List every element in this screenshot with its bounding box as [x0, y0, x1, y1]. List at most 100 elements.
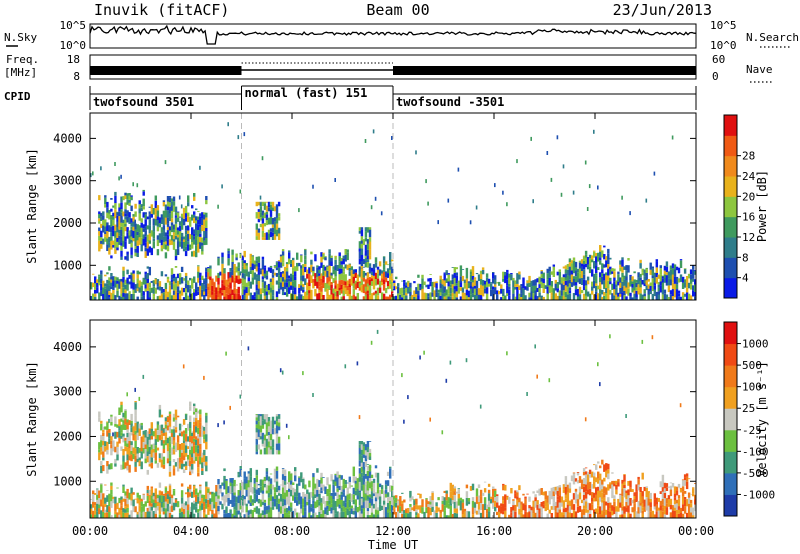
data-cell — [308, 499, 311, 506]
data-cell — [534, 497, 537, 502]
data-cell — [160, 424, 164, 431]
data-cell — [166, 297, 170, 300]
data-cell — [595, 291, 598, 295]
data-cell — [199, 213, 202, 217]
data-cell — [233, 293, 236, 300]
data-cell — [227, 486, 230, 493]
data-cell — [615, 480, 618, 485]
data-cell — [132, 214, 135, 217]
data-cell — [94, 279, 97, 284]
data-cell — [193, 489, 196, 495]
data-cell — [277, 490, 281, 494]
data-cell — [239, 512, 242, 518]
data-cell — [239, 468, 242, 477]
data-cell — [174, 502, 178, 507]
data-cell — [187, 459, 190, 466]
data-cell — [261, 265, 265, 270]
data-cell — [160, 214, 164, 220]
data-cell — [564, 476, 568, 481]
data-cell — [255, 277, 259, 285]
data-cell — [255, 489, 259, 495]
data-cell — [150, 457, 154, 463]
data-cell — [467, 281, 471, 283]
data-cell — [637, 290, 640, 295]
data-cell — [665, 261, 669, 267]
data-cell — [485, 513, 489, 518]
data-cell — [380, 489, 384, 494]
data-cell — [259, 513, 263, 518]
data-cell — [637, 277, 640, 285]
data-cell — [134, 455, 137, 462]
data-cell — [393, 495, 396, 500]
data-cell — [659, 481, 663, 485]
data-cell — [142, 511, 145, 518]
data-cell — [601, 484, 604, 490]
data-cell — [659, 281, 663, 286]
data-cell — [386, 286, 390, 290]
data-cell — [130, 205, 133, 212]
data-cell — [621, 286, 624, 293]
data-cell — [152, 286, 156, 290]
data-cell — [271, 218, 275, 225]
data-cell — [401, 511, 404, 514]
data-cell — [160, 245, 164, 249]
data-cell — [568, 506, 572, 513]
data-cell — [352, 288, 356, 295]
data-cell — [467, 282, 471, 289]
data-cell — [318, 480, 321, 487]
data-cell — [172, 196, 176, 202]
data-cell — [395, 512, 398, 518]
data-cell — [100, 216, 103, 221]
data-cell — [526, 512, 529, 518]
data-cell — [661, 278, 665, 283]
data-cell — [158, 286, 162, 291]
data-cell — [292, 270, 295, 275]
data-cell — [259, 416, 263, 422]
data-cell — [102, 499, 105, 506]
data-cell — [203, 506, 206, 513]
data-cell — [247, 271, 251, 278]
data-cell — [160, 430, 164, 434]
data-cell — [471, 483, 475, 491]
data-cell — [384, 512, 388, 518]
data-cell — [304, 484, 307, 490]
data-cell — [292, 294, 295, 300]
data-cell — [669, 489, 673, 497]
data-cell — [154, 499, 158, 503]
data-cell — [401, 514, 404, 518]
data-cell — [140, 237, 143, 245]
data-cell — [643, 269, 646, 277]
data-cell — [302, 492, 305, 499]
data-cell — [205, 444, 208, 450]
data-cell — [352, 476, 356, 483]
data-cell — [251, 487, 255, 494]
data-cell — [659, 285, 663, 293]
data-cell — [180, 497, 184, 504]
data-cell — [692, 488, 695, 494]
data-cell — [522, 503, 525, 511]
data-cell — [235, 496, 238, 503]
data-cell — [112, 281, 115, 287]
data-cell — [572, 261, 576, 267]
data-cell — [114, 230, 117, 238]
data-cell — [150, 281, 154, 283]
data-cell — [522, 282, 525, 289]
data-cell — [118, 437, 121, 444]
data-cell — [290, 502, 293, 508]
data-cell — [162, 443, 166, 449]
data-cell — [298, 492, 301, 501]
data-cell — [659, 274, 663, 282]
data-cell — [156, 462, 160, 468]
data-cell — [164, 289, 168, 294]
data-cell — [132, 289, 135, 294]
data-cell — [172, 445, 176, 450]
data-cell — [104, 204, 107, 208]
data-cell — [320, 252, 323, 257]
data-cell — [298, 208, 300, 213]
data-cell — [209, 276, 212, 280]
data-cell — [397, 286, 400, 294]
y-tick-label: 1000 — [53, 258, 82, 272]
data-cell — [536, 374, 538, 379]
data-cell — [102, 432, 105, 436]
data-cell — [225, 506, 228, 514]
